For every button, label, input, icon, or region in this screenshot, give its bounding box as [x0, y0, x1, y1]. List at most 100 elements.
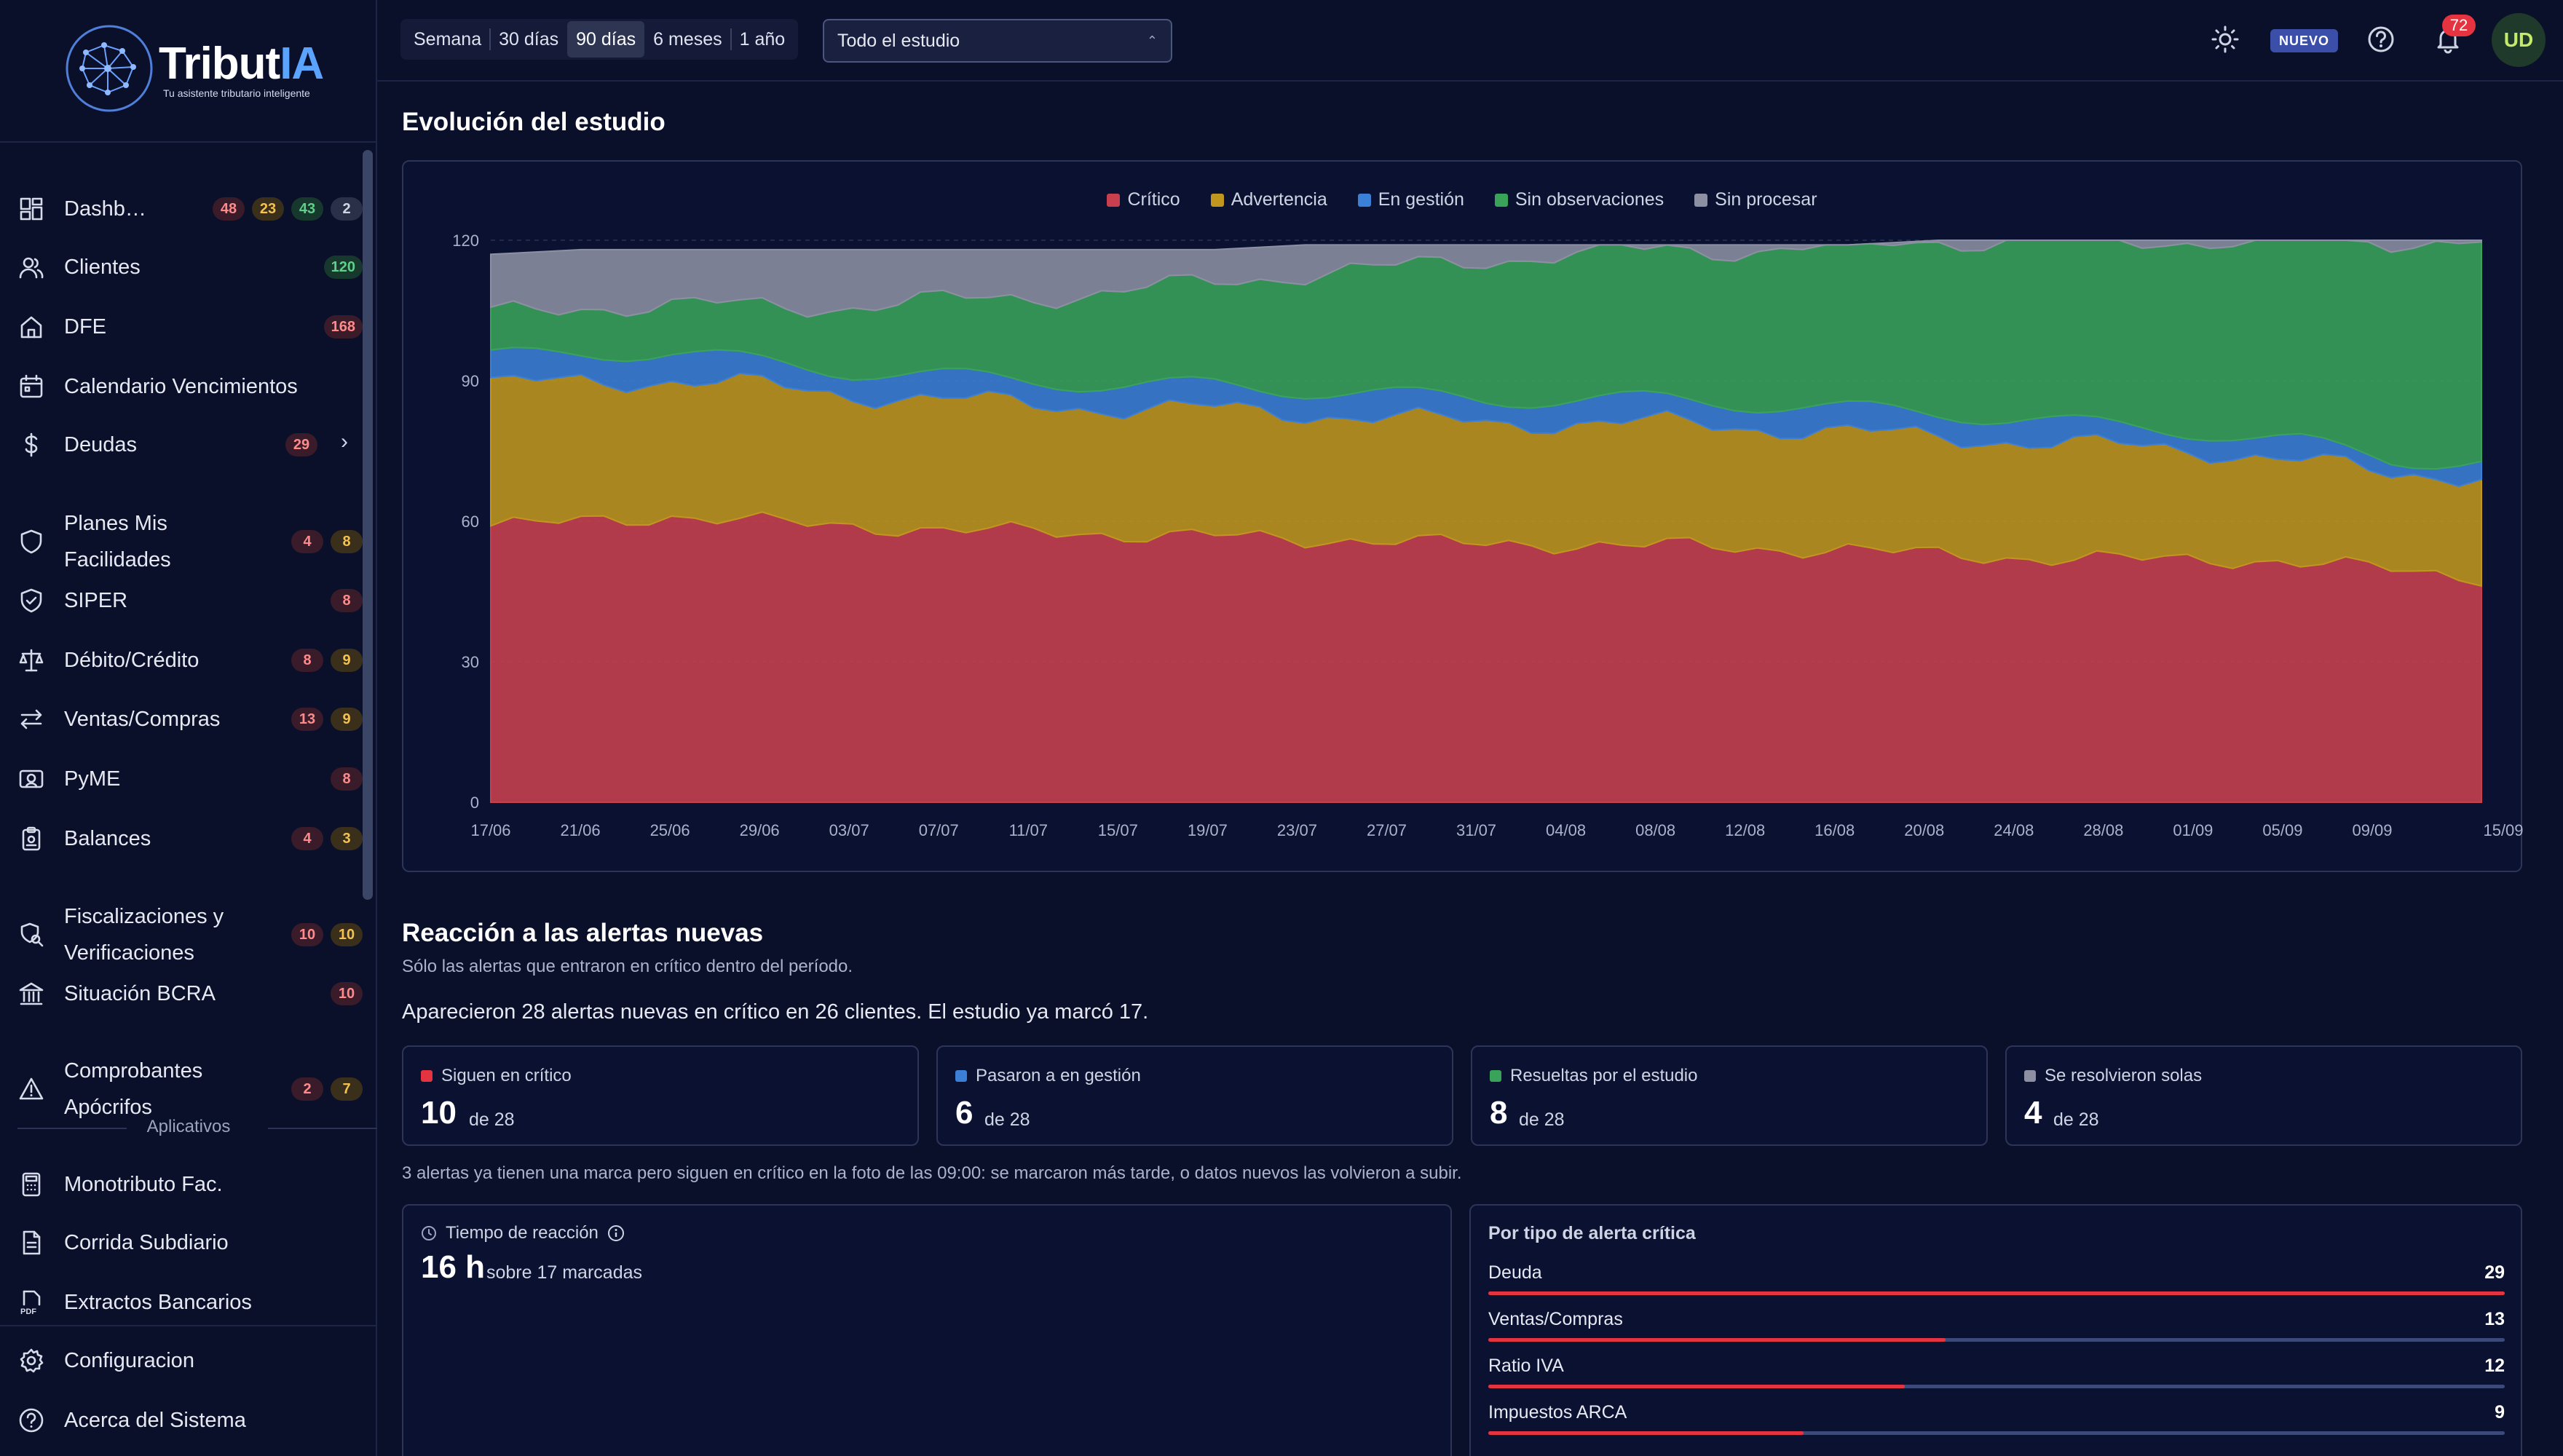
- sidebar-item-label: DFE: [64, 315, 106, 339]
- sidebar-item-monotributo-fac-[interactable]: Monotributo Fac.: [0, 1166, 364, 1203]
- alert-type-bar-fill: [1488, 1431, 1804, 1435]
- brain-logo-icon: [66, 25, 153, 112]
- sidebar-item-dashb[interactable]: Dashb… 48 23 43 2: [0, 191, 364, 227]
- sidebar-item-deudas[interactable]: Deudas 29 ›: [0, 427, 364, 463]
- alert-type-name: Impuestos ARCA: [1488, 1402, 1627, 1423]
- range-option-semana[interactable]: Semana: [405, 21, 491, 58]
- area-series-sin-procesar[interactable]: [490, 240, 2482, 318]
- x-tick-label: 20/08: [1904, 821, 1944, 839]
- shield-icon: [17, 528, 45, 555]
- badge-red: 8: [331, 767, 363, 791]
- sidebar-item-fiscalizaciones-y-verificaciones[interactable]: Fiscalizaciones y Verificaciones 10 10: [0, 898, 364, 971]
- reaction-time-value: 16 h: [421, 1249, 486, 1285]
- sidebar-scrollbar[interactable]: [363, 150, 373, 900]
- legend-item[interactable]: Crítico: [1107, 189, 1180, 210]
- legend-item[interactable]: Sin observaciones: [1494, 189, 1664, 210]
- area-series-crítico[interactable]: [490, 511, 2482, 803]
- sidebar-item-situación-bcra[interactable]: Situación BCRA 10: [0, 976, 364, 1012]
- sidebar-item-clientes[interactable]: Clientes 120: [0, 249, 364, 285]
- stat-card-se-resolvieron-solas[interactable]: Se resolvieron solas 4 de 28: [2005, 1045, 2522, 1146]
- stat-of: de 28: [2053, 1109, 2099, 1130]
- range-option-30-d-as[interactable]: 30 días: [499, 29, 559, 50]
- legend-swatch: [1694, 193, 1708, 207]
- range-option-90-d-as[interactable]: 90 días: [567, 21, 645, 58]
- range-option-1-a-o[interactable]: 1 año: [739, 29, 786, 50]
- nuevo-badge[interactable]: NUEVO: [2270, 29, 2339, 52]
- brand-name: TributIA: [159, 39, 324, 89]
- alert-type-row[interactable]: Ventas/Compras 13: [1488, 1309, 2505, 1353]
- sidebar-item-calendario-vencimientos[interactable]: Calendario Vencimientos: [0, 368, 364, 405]
- sidebar-item-dfe[interactable]: DFE 168: [0, 309, 364, 345]
- logo[interactable]: TributIA Tu asistente tributario intelig…: [0, 0, 376, 143]
- sidebar-item-siper[interactable]: SIPER 8: [0, 582, 364, 619]
- chart-legend: Crítico Advertencia En gestión Sin observac…: [403, 189, 2521, 210]
- badge-yellow: 9: [331, 708, 363, 731]
- sidebar-item-badges: 10 10: [291, 923, 363, 946]
- reaction-time-detail: sobre 17 marcadas: [486, 1262, 643, 1283]
- stat-color-swatch: [421, 1070, 433, 1082]
- alert-type-count: 29: [2484, 1262, 2505, 1283]
- dollar-icon: [17, 431, 45, 459]
- legend-item[interactable]: En gestión: [1357, 189, 1464, 210]
- alert-type-row[interactable]: Deuda 29: [1488, 1262, 2505, 1306]
- help-icon[interactable]: [2366, 25, 2396, 54]
- x-tick-label: 04/08: [1546, 821, 1586, 839]
- sidebar-item-acerca-del-sistema[interactable]: Acerca del Sistema: [0, 1402, 364, 1439]
- brand-tagline: Tu asistente tributario inteligente: [163, 87, 310, 99]
- badge-yellow: 8: [331, 530, 363, 553]
- clock-icon: [422, 1226, 436, 1241]
- sidebar-item-label: Planes Mis Facilidades: [64, 512, 171, 571]
- sidebar-item-pyme[interactable]: PyME 8: [0, 761, 364, 797]
- info-icon[interactable]: [607, 1224, 625, 1242]
- alert-type-bar: [1488, 1431, 2505, 1435]
- alert-type-row[interactable]: Impuestos ARCA 9: [1488, 1402, 2505, 1446]
- x-tick-label: 27/07: [1367, 821, 1407, 839]
- stat-card-pasaron-a-en-gesti-n[interactable]: Pasaron a en gestión 6 de 28: [936, 1045, 1453, 1146]
- legend-item[interactable]: Sin procesar: [1694, 189, 1817, 210]
- sidebar-item-label: Extractos Bancarios: [64, 1291, 252, 1314]
- x-tick-label: 08/08: [1635, 821, 1675, 839]
- gear-icon: [17, 1347, 45, 1374]
- badge-green: 43: [291, 197, 323, 221]
- sidebar-item-ventas-compras[interactable]: Ventas/Compras 13 9: [0, 701, 364, 737]
- stat-card-siguen-en-cr-tico[interactable]: Siguen en crítico 10 de 28: [402, 1045, 919, 1146]
- legend-item[interactable]: Advertencia: [1210, 189, 1327, 210]
- alert-type-name: Deuda: [1488, 1262, 1542, 1283]
- badge-red: 8: [331, 589, 363, 612]
- stat-card-resueltas-por-el-estudio[interactable]: Resueltas por el estudio 8 de 28: [1471, 1045, 1988, 1146]
- alert-type-bar-fill: [1488, 1385, 1906, 1388]
- sun-icon[interactable]: [2211, 25, 2240, 54]
- notification-count: 72: [2442, 15, 2476, 36]
- x-tick-label: 29/06: [740, 821, 780, 839]
- alert-type-bar-fill: [1488, 1291, 2505, 1295]
- x-tick-label: 25/06: [650, 821, 690, 839]
- user-avatar[interactable]: UD: [2492, 13, 2546, 67]
- range-option-6-meses[interactable]: 6 meses: [644, 21, 732, 58]
- alert-type-row[interactable]: Ratio IVA 12: [1488, 1356, 2505, 1399]
- clipboard-icon: [17, 825, 45, 852]
- sidebar-item-configuracion[interactable]: Configuracion: [0, 1342, 364, 1379]
- calculator-icon: [17, 1171, 45, 1198]
- legend-label: Crítico: [1127, 189, 1180, 210]
- reaction-summary: Aparecieron 28 alertas nuevas en crítico…: [402, 1000, 1149, 1024]
- x-tick-label: 24/08: [1994, 821, 2034, 839]
- alert-type-bar-fill: [1488, 1338, 1946, 1342]
- alert-type-name: Ratio IVA: [1488, 1356, 1564, 1376]
- sidebar-item-label: Situación BCRA: [64, 982, 216, 1005]
- badge-gray: 2: [331, 197, 363, 221]
- sidebar-item-corrida-subdiario[interactable]: Corrida Subdiario: [0, 1224, 364, 1261]
- sidebar-item-badges: 10: [331, 982, 363, 1005]
- scope-select[interactable]: Todo el estudio ⌃: [823, 19, 1172, 63]
- alert-type-bar: [1488, 1291, 2505, 1295]
- sidebar-item-extractos-bancarios[interactable]: PDF Extractos Bancarios: [0, 1284, 364, 1321]
- x-tick-label: 15/09: [2483, 821, 2523, 839]
- sidebar-item-label: Débito/Crédito: [64, 649, 200, 672]
- chevron-right-icon[interactable]: ›: [341, 430, 348, 454]
- stat-label: Pasaron a en gestión: [955, 1066, 1141, 1086]
